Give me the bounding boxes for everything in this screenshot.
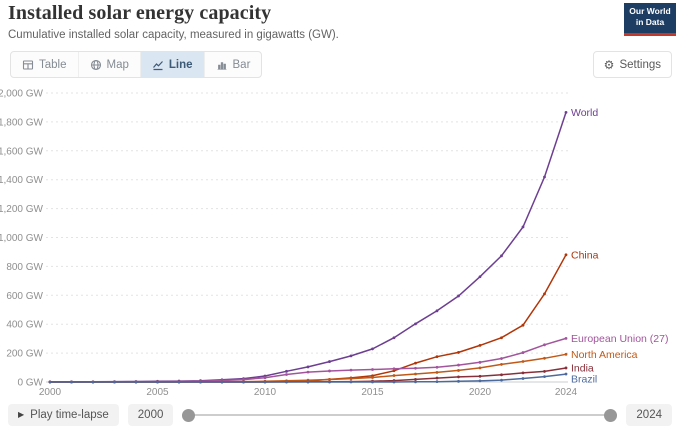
series-label-european-union-27-: European Union (27) bbox=[571, 333, 668, 345]
series-label-world: World bbox=[571, 107, 598, 119]
owid-logo-line1: Our World bbox=[629, 6, 671, 16]
tab-table-label: Table bbox=[39, 58, 67, 71]
play-timelapse-label: Play time-lapse bbox=[30, 409, 109, 421]
svg-text:200 GW: 200 GW bbox=[6, 349, 43, 360]
svg-text:1,600 GW: 1,600 GW bbox=[0, 146, 44, 157]
svg-text:2000: 2000 bbox=[39, 387, 62, 398]
series-label-brazil: Brazil bbox=[571, 373, 597, 385]
line-chart-icon bbox=[152, 59, 164, 71]
line-chart[interactable]: 0 GW 200 GW 400 GW 600 GW 800 GW 1,000 GW 1,20… bbox=[0, 84, 680, 400]
svg-text:2024: 2024 bbox=[555, 387, 578, 398]
tab-bar-label: Bar bbox=[232, 58, 251, 71]
y-axis-labels: 0 GW 200 GW 400 GW 600 GW 800 GW 1,000 GW 1,20… bbox=[0, 89, 44, 389]
tab-map-label: Map bbox=[106, 58, 129, 71]
tab-line[interactable]: Line bbox=[139, 52, 204, 77]
series-lines[interactable] bbox=[48, 111, 568, 384]
svg-text:400 GW: 400 GW bbox=[6, 320, 43, 331]
series-label-north-america: North America bbox=[571, 349, 638, 361]
owid-logo[interactable]: Our World in Data bbox=[624, 3, 676, 36]
timeline-start-handle[interactable] bbox=[182, 408, 196, 422]
svg-text:2,000 GW: 2,000 GW bbox=[0, 89, 44, 100]
series-line-world bbox=[50, 112, 567, 383]
settings-label: Settings bbox=[619, 58, 661, 71]
series-label-china: China bbox=[571, 249, 599, 261]
svg-text:1,800 GW: 1,800 GW bbox=[0, 117, 44, 128]
svg-text:2010: 2010 bbox=[254, 387, 277, 398]
timeline-end-year[interactable]: 2024 bbox=[626, 404, 672, 426]
bar-chart-icon bbox=[216, 59, 228, 71]
gridlines bbox=[46, 92, 568, 383]
settings-button[interactable]: ⚙ Settings bbox=[592, 51, 672, 78]
svg-text:1,200 GW: 1,200 GW bbox=[0, 204, 44, 215]
series-label-india: India bbox=[571, 362, 594, 374]
svg-text:0 GW: 0 GW bbox=[17, 378, 43, 389]
series-line-china bbox=[50, 254, 567, 383]
tab-table[interactable]: Table bbox=[11, 52, 77, 77]
svg-text:2020: 2020 bbox=[469, 387, 492, 398]
play-timelapse-button[interactable]: ▶ Play time-lapse bbox=[8, 404, 119, 426]
globe-icon bbox=[90, 59, 102, 71]
svg-text:600 GW: 600 GW bbox=[6, 291, 43, 302]
chart-type-tabs: Table Map Line bbox=[10, 51, 263, 78]
table-icon bbox=[22, 59, 34, 71]
timeline-controls: ▶ Play time-lapse 2000 2024 bbox=[8, 404, 672, 426]
series-end-labels: World China European Union (27) North Ameri… bbox=[571, 107, 668, 386]
timeline-start-year[interactable]: 2000 bbox=[127, 404, 174, 426]
tab-line-label: Line bbox=[168, 58, 193, 71]
tab-map[interactable]: Map bbox=[77, 52, 140, 77]
chart-subtitle: Cumulative installed solar capacity, mea… bbox=[8, 29, 339, 41]
tab-bar[interactable]: Bar bbox=[203, 52, 262, 77]
svg-text:2015: 2015 bbox=[361, 387, 384, 398]
svg-text:1,400 GW: 1,400 GW bbox=[0, 175, 44, 186]
svg-text:800 GW: 800 GW bbox=[6, 262, 43, 273]
owid-logo-line2: in Data bbox=[635, 17, 665, 28]
svg-text:2005: 2005 bbox=[146, 387, 169, 398]
svg-text:1,000 GW: 1,000 GW bbox=[0, 233, 44, 244]
play-icon: ▶ bbox=[18, 410, 25, 419]
page-title: Installed solar energy capacity bbox=[8, 2, 272, 24]
timeline-end-handle[interactable] bbox=[604, 408, 618, 422]
timeline-slider[interactable] bbox=[182, 404, 618, 426]
timeline-slider-track[interactable] bbox=[182, 414, 618, 416]
gear-icon: ⚙ bbox=[603, 57, 615, 72]
x-axis-labels: 2000 2005 2010 2015 2020 2024 bbox=[39, 387, 578, 398]
